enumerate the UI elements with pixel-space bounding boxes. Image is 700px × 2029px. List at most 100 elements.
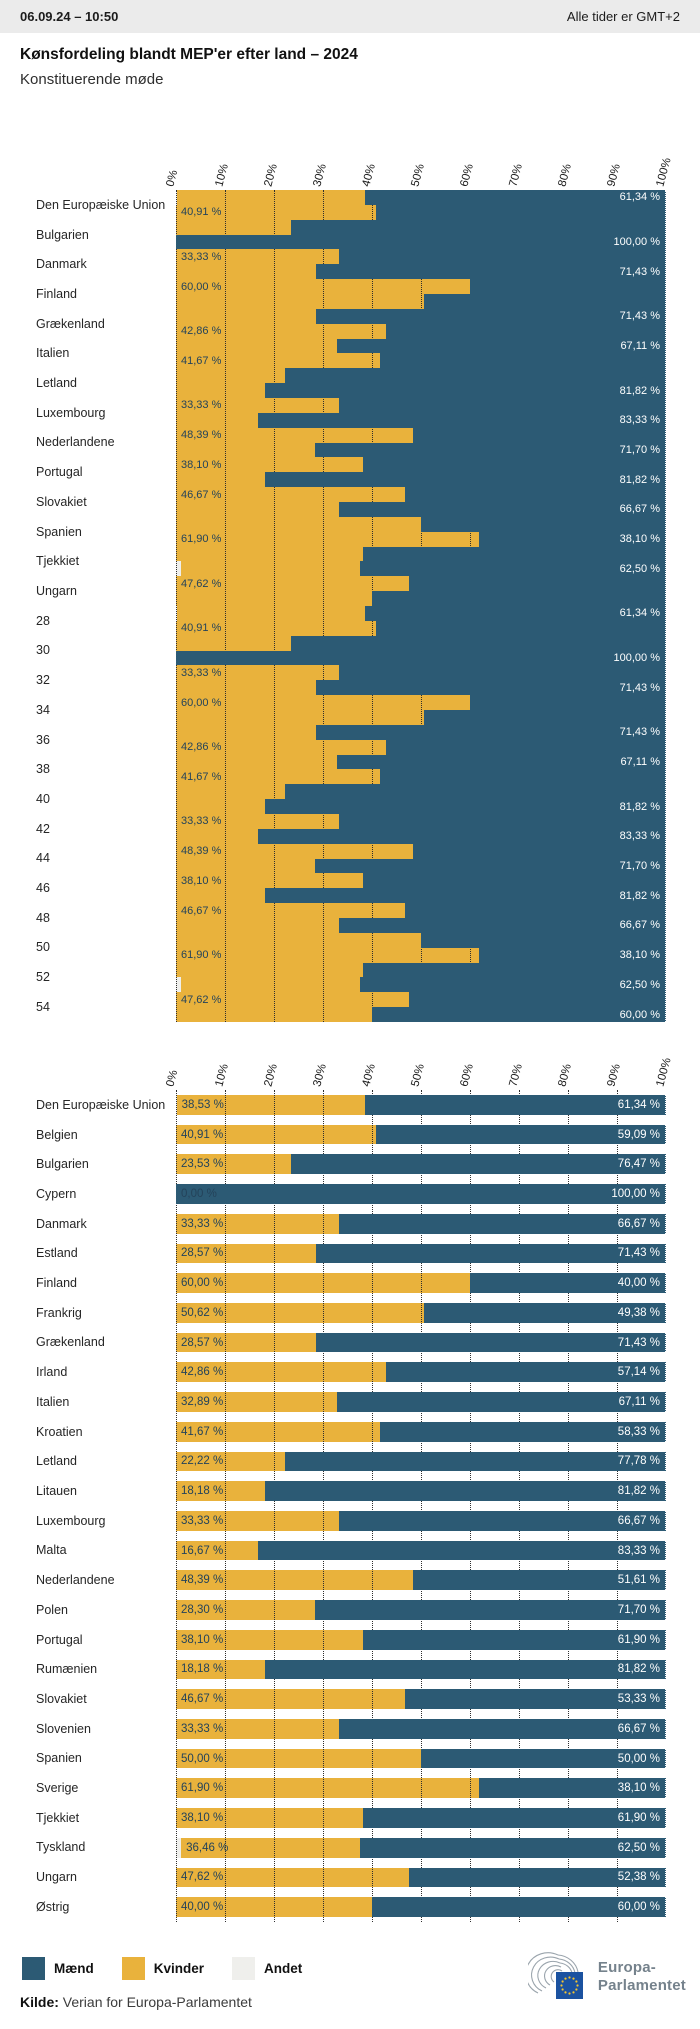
bar-segment-maend xyxy=(291,1154,666,1175)
value-label-kvinder: 33,33 % xyxy=(181,399,222,412)
value-label-kvinder: 33,33 % xyxy=(181,1514,224,1527)
bar-segment-kvinder xyxy=(176,338,338,354)
bar-row: 46,67 % 53,33 % xyxy=(176,1684,666,1714)
bar-row: 33,33 % 66,67 % xyxy=(176,1209,666,1239)
bar-segment-kvinder xyxy=(176,1303,425,1323)
bar-segment-maend xyxy=(291,219,666,235)
category-label: 36 xyxy=(36,732,50,747)
value-label-maend: 81,82 % xyxy=(619,889,660,902)
bar-row: 71,43 % xyxy=(176,308,666,324)
x-axis-tick-label: 30% xyxy=(311,162,329,188)
gridline xyxy=(421,1090,422,1922)
category-label: Kroatien xyxy=(36,1424,83,1439)
bar-segment-maend xyxy=(372,1007,666,1022)
bar-segment-maend xyxy=(404,1689,666,1709)
bar-row: 33,33 % xyxy=(176,249,666,265)
bar-segment-maend xyxy=(339,502,666,517)
bar-row: 50,62 % 49,38 % xyxy=(176,1298,666,1328)
value-label-kvinder: 33,33 % xyxy=(181,1722,224,1735)
bar-segment-maend xyxy=(421,1748,666,1769)
bar-segment-maend xyxy=(409,1867,666,1888)
europa-parlamentet-logo: Europa- Parlamentet xyxy=(527,1952,686,2002)
bar-segment-maend xyxy=(291,635,666,651)
value-label-maend: 59,09 % xyxy=(617,1128,660,1141)
bar-row: 48,39 % xyxy=(176,427,666,443)
bar-row: 38,53 % 61,34 % xyxy=(176,1090,666,1120)
value-label-maend: 71,70 % xyxy=(617,1603,660,1616)
value-label-maend: 38,10 % xyxy=(619,949,660,962)
x-axis-tick-label: 10% xyxy=(213,1062,231,1088)
bar-segment-maend xyxy=(479,947,666,963)
bar-segment-kvinder xyxy=(176,1095,366,1115)
bar-segment-maend xyxy=(470,695,666,710)
bar-row: 100,00 % xyxy=(176,650,666,666)
value-label-kvinder: 60,00 % xyxy=(181,1277,224,1290)
value-label-maend: 62,50 % xyxy=(619,978,660,991)
category-label: Østrig xyxy=(36,1899,70,1914)
logo-text: Europa- Parlamentet xyxy=(598,1959,686,1995)
category-label: Slovakiet xyxy=(36,494,87,509)
category-label: Italien xyxy=(36,346,70,361)
bar-segment-maend xyxy=(376,620,666,636)
x-axis-tick-label: 90% xyxy=(605,1062,623,1088)
bar-row xyxy=(176,294,666,309)
bar-segment-kvinder xyxy=(176,412,258,428)
hemicycle-eu-flag-icon xyxy=(527,1952,583,1999)
value-label-maend: 62,50 % xyxy=(619,562,660,575)
bar-segment-kvinder xyxy=(176,442,315,458)
bar-segment-kvinder xyxy=(176,1362,386,1383)
bar-row: 40,91 % xyxy=(176,204,666,220)
bar-segment-maend xyxy=(365,1095,666,1115)
category-label: 50 xyxy=(36,940,50,955)
bar-segment-kvinder xyxy=(176,1124,377,1145)
bar-segment-maend xyxy=(315,1332,666,1353)
value-label-kvinder: 18,18 % xyxy=(181,1485,224,1498)
category-label: Frankrig xyxy=(36,1305,82,1320)
bar-segment-maend xyxy=(372,591,666,606)
bar-row: 61,90 % 38,10 % xyxy=(176,531,666,547)
category-labels-top: Den Europæiske Union Bulgarien Danmark Finl… xyxy=(0,190,176,1022)
x-axis-tick-label: 10% xyxy=(213,162,231,188)
x-axis-tick-label: 0% xyxy=(164,168,181,188)
legend: Mænd Kvinder Andet xyxy=(22,1957,302,1980)
bar-row: 81,82 % xyxy=(176,799,666,814)
bar-segment-maend xyxy=(339,249,666,265)
bar-segment-maend xyxy=(380,353,666,369)
category-label: 38 xyxy=(36,762,50,777)
bar-segment-maend xyxy=(265,472,666,488)
category-label: 40 xyxy=(36,791,50,806)
value-label-kvinder: 41,67 % xyxy=(181,354,222,367)
value-label-maend: 67,11 % xyxy=(620,755,660,768)
bar-row: 62,50 % xyxy=(176,977,666,993)
bar-segment-kvinder xyxy=(176,962,363,978)
value-label-kvinder: 33,33 % xyxy=(181,666,222,679)
bar-row: 41,67 % 58,33 % xyxy=(176,1417,666,1447)
logo-text-line2: Parlamentet xyxy=(597,1977,686,1994)
value-label-maend: 58,33 % xyxy=(617,1425,660,1438)
bar-segment-maend xyxy=(362,962,666,978)
source-label: Kilde: xyxy=(20,1994,59,2010)
bar-segment-maend xyxy=(380,769,666,785)
value-label-kvinder: 36,46 % xyxy=(186,1841,229,1854)
value-label-maend: 61,90 % xyxy=(617,1633,660,1646)
bar-segment-kvinder xyxy=(176,784,285,800)
category-label: 54 xyxy=(36,999,50,1014)
category-label: 32 xyxy=(36,673,50,688)
category-label: Den Europæiske Union xyxy=(36,197,166,212)
gridline xyxy=(568,1090,569,1922)
value-label-kvinder: 22,22 % xyxy=(181,1455,224,1468)
x-axis-tick-label: 0% xyxy=(164,1068,181,1088)
bar-row: 81,82 % xyxy=(176,888,666,904)
value-label-kvinder: 40,91 % xyxy=(181,622,222,635)
bar-segment-kvinder xyxy=(176,1332,316,1353)
bar-segment-kvinder xyxy=(176,724,316,740)
gridline xyxy=(225,1090,226,1922)
bar-segment-kvinder xyxy=(176,487,405,502)
bar-segment-maend xyxy=(176,234,666,250)
bar-segment-maend xyxy=(359,977,666,993)
bar-row: 46,67 % xyxy=(176,903,666,918)
bar-segment-maend xyxy=(386,323,666,339)
bar-row: 18,18 % 81,82 % xyxy=(176,1655,666,1685)
bar-segment-kvinder xyxy=(181,977,360,993)
bar-segment-kvinder xyxy=(176,383,266,398)
